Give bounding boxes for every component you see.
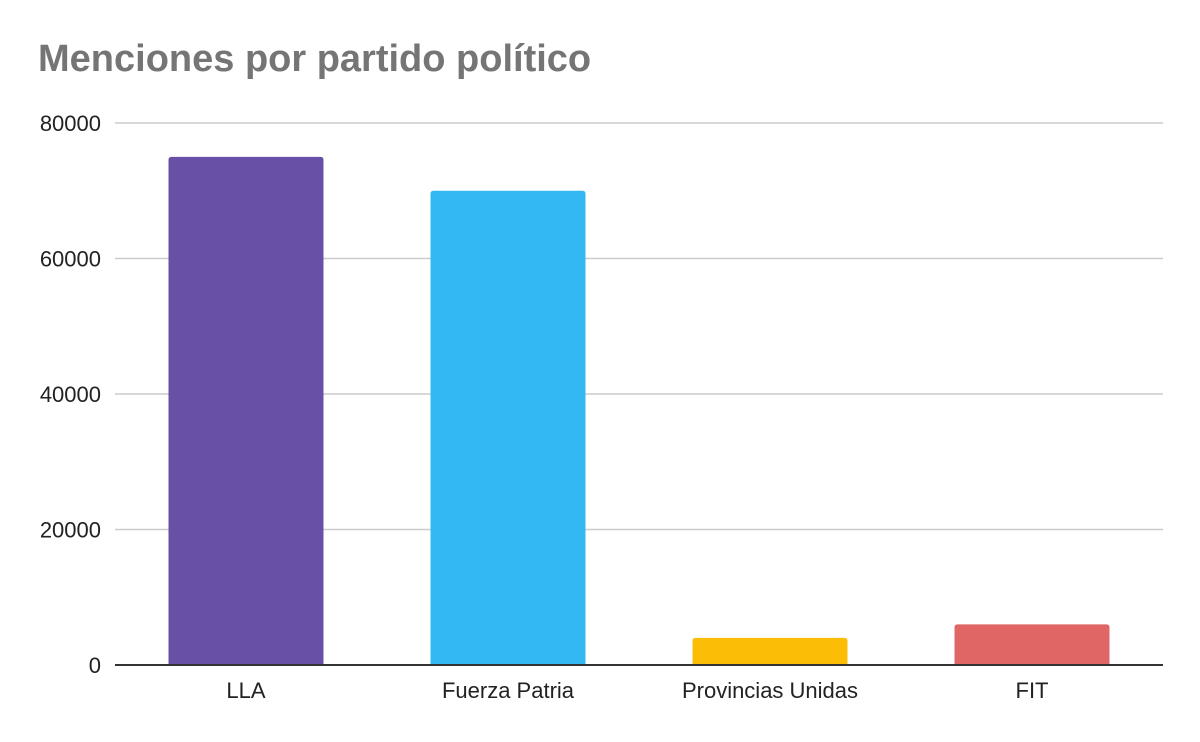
x-axis-category-labels: LLA Fuerza Patria Provincias Unidas FIT bbox=[226, 678, 1048, 703]
chart-title: Menciones por partido político bbox=[38, 38, 592, 80]
bars bbox=[168, 156, 1110, 665]
y-axis-tick-labels: 0 20000 40000 60000 80000 bbox=[40, 111, 101, 678]
bar-lla bbox=[168, 156, 324, 665]
bar-fit bbox=[954, 624, 1110, 665]
x-category-label: LLA bbox=[226, 678, 265, 703]
bar-provincias-unidas bbox=[692, 637, 848, 665]
bar-fuerza-patria bbox=[430, 190, 586, 665]
y-tick-label: 60000 bbox=[40, 247, 101, 272]
x-category-label: FIT bbox=[1016, 678, 1049, 703]
y-tick-label: 80000 bbox=[40, 111, 101, 136]
y-tick-label: 40000 bbox=[40, 382, 101, 407]
y-tick-label: 0 bbox=[89, 653, 101, 678]
y-tick-label: 20000 bbox=[40, 518, 101, 543]
x-category-label: Fuerza Patria bbox=[442, 678, 575, 703]
x-category-label: Provincias Unidas bbox=[682, 678, 858, 703]
